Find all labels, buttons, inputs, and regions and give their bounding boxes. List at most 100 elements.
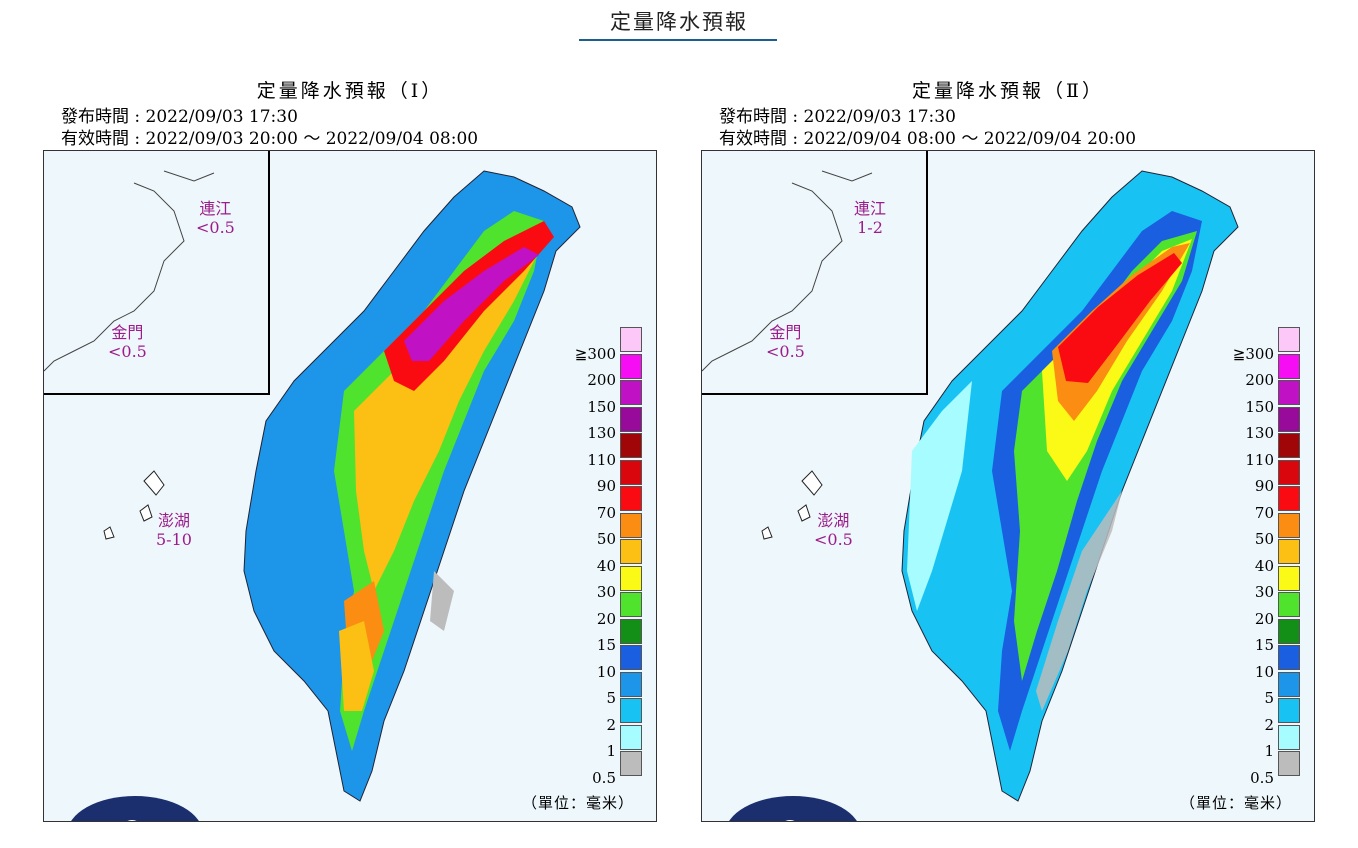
legend-label: 30 [1254, 583, 1274, 601]
legend-swatch [1278, 724, 1300, 750]
rainfall-legend: ≧300 200 150 130 110 90 70 50 40 30 20 15 10 5 2 1 0.5 [572, 327, 642, 785]
legend-swatch [1278, 512, 1300, 538]
legend-label: 5 [1264, 689, 1274, 707]
legend-swatch [1278, 539, 1300, 564]
unit-label: （單位：毫米） [521, 794, 634, 812]
legend-swatch [620, 433, 642, 458]
penghu-name: 澎湖 [157, 511, 190, 530]
penghu-value: 5-10 [156, 530, 192, 549]
legend-label: 2 [606, 715, 616, 734]
legend-swatch [1278, 433, 1300, 458]
legend-swatch [620, 512, 642, 538]
legend-label: 70 [1254, 503, 1274, 522]
legend-swatch [620, 618, 642, 644]
kinmen-value: <0.5 [108, 342, 147, 361]
legend-label: 130 [587, 424, 616, 442]
legend-label: 15 [596, 636, 616, 654]
matsu-label: 連江 1-2 [854, 199, 886, 237]
legend-swatch [620, 671, 642, 697]
legend-label: 150 [1245, 397, 1274, 416]
valid-time: 有效時間 : 2022/09/04 08:00 ～ 2022/09/04 20:… [719, 129, 1137, 149]
legend-label: 0.5 [592, 768, 616, 787]
legend-swatch [1278, 459, 1300, 485]
legend-label: 5 [606, 689, 616, 707]
cwb-logo-icon [729, 796, 857, 821]
legend-swatch [1278, 406, 1300, 432]
legend-label: 2 [1264, 715, 1274, 734]
legend-swatch [1278, 486, 1300, 511]
legend-label: 40 [596, 556, 616, 575]
legend-swatch [620, 459, 642, 485]
legend-label: 1 [1264, 742, 1274, 760]
legend-swatch [620, 539, 642, 564]
legend-swatch [1278, 698, 1300, 723]
penghu-value: <0.5 [814, 530, 853, 549]
legend-label: 40 [1254, 556, 1274, 575]
legend-label: 90 [1254, 477, 1274, 495]
legend-label: 110 [587, 450, 616, 469]
legend-label: 15 [1254, 636, 1274, 654]
legend-label: 130 [1245, 424, 1274, 442]
legend-label: 70 [596, 503, 616, 522]
matsu-label: 連江 <0.5 [196, 199, 235, 237]
legend-swatch [1278, 592, 1300, 617]
rainfall-map[interactable]: 連江 1-2 金門 <0.5 澎湖 <0.5 ≧300 200 150 130 110 9… [701, 150, 1315, 822]
legend-label: 150 [587, 397, 616, 416]
unit-label: （單位：毫米） [1179, 794, 1292, 812]
issue-time: 發布時間 : 2022/09/03 17:30 [61, 107, 298, 127]
legend-swatch [620, 486, 642, 511]
title-underline [579, 39, 777, 41]
kinmen-label: 金門 <0.5 [108, 323, 147, 361]
legend-swatch [620, 380, 642, 405]
rainfall-legend: ≧300 200 150 130 110 90 70 50 40 30 20 15 10 5 2 1 0.5 [1230, 327, 1300, 785]
matsu-name: 連江 [199, 199, 232, 218]
cwb-logo-icon [71, 796, 199, 821]
legend-swatch [620, 592, 642, 617]
legend-swatch [1278, 380, 1300, 405]
matsu-value: <0.5 [196, 218, 235, 237]
kinmen-name: 金門 [769, 323, 802, 342]
legend-label: 50 [596, 530, 616, 548]
legend-label: 110 [1245, 450, 1274, 469]
legend-label: 200 [1245, 371, 1274, 389]
rainfall-map[interactable]: 連江 <0.5 金門 <0.5 澎湖 5-10 ≧300 200 150 130 110… [43, 150, 657, 822]
legend-swatch [1278, 645, 1300, 670]
legend-label: ≧300 [574, 344, 616, 363]
penghu-name: 澎湖 [817, 511, 850, 530]
forecast-panel-1: 定量降水預報（Ⅰ） 發布時間 : 2022/09/03 17:30 有效時間 :… [43, 74, 657, 822]
kinmen-value: <0.5 [766, 342, 805, 361]
legend-label: 90 [596, 477, 616, 495]
legend-swatch [620, 565, 642, 591]
legend-label: 10 [1254, 662, 1274, 681]
legend-swatch [1278, 618, 1300, 644]
penghu-label: 澎湖 <0.5 [814, 511, 853, 549]
matsu-value: 1-2 [857, 218, 883, 237]
legend-swatch [620, 645, 642, 670]
offshore-islands-inset [702, 151, 928, 395]
legend-label: 50 [1254, 530, 1274, 548]
issue-time: 發布時間 : 2022/09/03 17:30 [719, 107, 956, 127]
matsu-name: 連江 [854, 199, 887, 218]
legend-label: 10 [596, 662, 616, 681]
legend-swatch [620, 751, 642, 776]
legend-label: 20 [596, 609, 616, 628]
legend-swatch [620, 724, 642, 750]
legend-label: 1 [606, 742, 616, 760]
offshore-islands-inset [44, 151, 270, 395]
legend-label: 20 [1254, 609, 1274, 628]
penghu-label: 澎湖 5-10 [156, 511, 192, 549]
legend-label: 0.5 [1250, 768, 1274, 787]
legend-swatch [1278, 751, 1300, 776]
legend-swatch [1278, 353, 1300, 379]
valid-time: 有效時間 : 2022/09/03 20:00 ～ 2022/09/04 08:… [61, 129, 479, 149]
legend-swatch [1278, 327, 1300, 352]
legend-swatch [1278, 671, 1300, 697]
inset-coast-svg [44, 170, 215, 372]
legend-label: 200 [587, 371, 616, 389]
inset-coast-svg [702, 170, 873, 372]
legend-swatch [620, 327, 642, 352]
legend-swatch [1278, 565, 1300, 591]
page-title: 定量降水預報 [610, 10, 748, 34]
panel-title: 定量降水預報（Ⅰ） [256, 80, 444, 102]
taiwan-rainfall-svg [103, 170, 581, 802]
